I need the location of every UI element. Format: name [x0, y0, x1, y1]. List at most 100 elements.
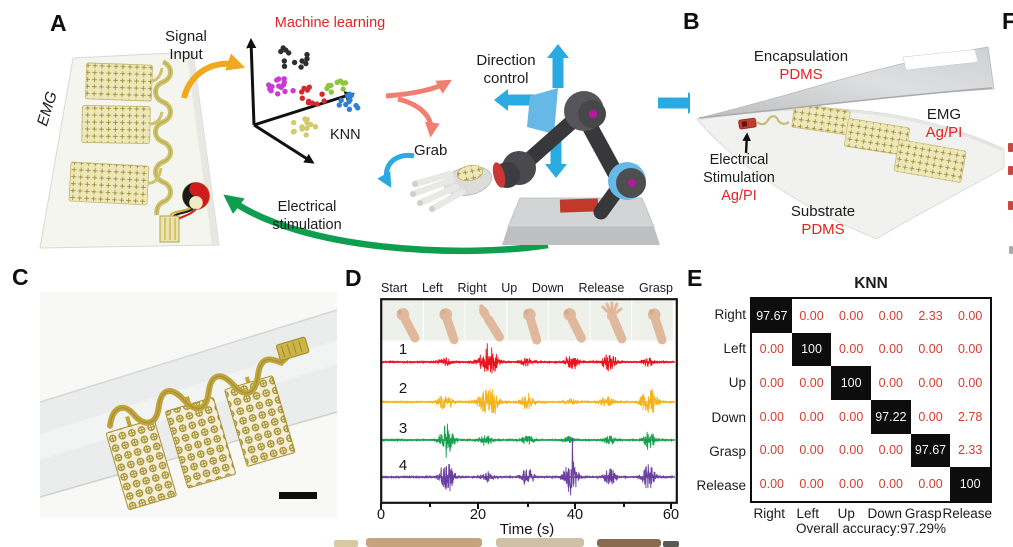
confusion-cell-right-up: 0.00 [831, 299, 871, 333]
electrical-stimulation-label: Electrical stimulation [272, 199, 342, 234]
direction-control-label: Direction control [476, 52, 536, 88]
confusion-cell-release-right: 0.00 [752, 467, 792, 501]
cm-col-label-release: Release [942, 506, 992, 521]
x-axis-label: Time (s) [499, 521, 555, 538]
gesture-photo-up [523, 308, 542, 345]
cm-col-label-left: Left [796, 506, 819, 521]
panel-e-label: E [687, 265, 703, 291]
signal-input-arrow [181, 53, 246, 99]
plot-border [380, 298, 678, 504]
confusion-matrix-row-labels: Right Left Up Down Grasp Release [680, 297, 746, 503]
emg-trace-ch2 [382, 388, 674, 415]
confusion-cell-up-down: 0.00 [871, 366, 911, 400]
cropped-panel-sliver [496, 538, 584, 547]
gesture-label-right: Right [457, 281, 487, 295]
confusion-cell-down-release: 2.78 [950, 400, 990, 434]
cm-row-label-grasp: Grasp [709, 443, 746, 459]
knn-label: KNN [330, 127, 361, 143]
scale-bar [279, 492, 317, 499]
left-arrow-icon [494, 89, 538, 111]
channel-number-2: 2 [398, 380, 408, 397]
confusion-cell-down-right: 0.00 [752, 400, 792, 434]
x-minor-tick-mark [429, 503, 431, 507]
cropped-panel-sliver [663, 541, 679, 547]
panel-f-label-cropped: F [1002, 8, 1013, 34]
up-arrow-icon [547, 44, 569, 88]
confusion-cell-grasp-right: 0.00 [752, 433, 792, 468]
stimulation-pointer-arrow [742, 132, 751, 154]
electrical-stimulation-layer-label: Electrical Stimulation Ag/PI [703, 152, 775, 205]
channel-number-3: 3 [398, 420, 408, 437]
gesture-photo-release [601, 301, 627, 344]
machine-learning-label: Machine learning [274, 15, 386, 31]
confusion-cell-down-left: 0.00 [791, 400, 832, 434]
confusion-matrix-title: KNN [854, 275, 888, 292]
cropped-panel-sliver [597, 539, 661, 547]
confusion-cell-grasp-left: 0.00 [791, 433, 832, 468]
confusion-matrix-col-labels: Right Left Up Down Grasp Release [750, 506, 992, 521]
emg-electrodes-illustration [756, 103, 967, 183]
confusion-cell-up-release: 0.00 [950, 366, 990, 400]
cm-row-label-up: Up [728, 375, 746, 391]
cropped-panel-f-fragment [1008, 143, 1013, 152]
scatter-cluster-khaki [290, 116, 319, 138]
x-tick-label: 20 [469, 507, 487, 523]
gesture-label-start: Start [381, 281, 408, 295]
x-minor-tick-mark [527, 503, 529, 507]
cm-row-label-left: Left [723, 340, 746, 356]
panel-b-illustration [696, 46, 1005, 240]
gesture-photo-grasp [647, 308, 667, 345]
stimulation-electrode-icon [182, 182, 210, 210]
cropped-panel-f-fragment [1008, 166, 1013, 175]
direction-control-arrow [385, 79, 452, 99]
panel-a-illustration [39, 37, 690, 255]
confusion-matrix: 97.67 0.00 0.00 0.00 2.33 0.00 0.00 100 0.00 0.00… [750, 297, 992, 503]
gold-mesh-device-illustration [105, 336, 310, 510]
confusion-cell-left-release: 0.00 [950, 332, 990, 367]
scatter-cluster-blue [336, 91, 361, 113]
emg-signal-plot [380, 298, 678, 504]
confusion-cell-release-left: 0.00 [791, 467, 832, 501]
emg-trace-ch1 [382, 343, 674, 374]
confusion-cell-left-left: 100 [791, 332, 832, 367]
x-tick-mark [574, 503, 576, 509]
gesture-label-down: Down [531, 281, 564, 295]
confusion-cell-release-release: 100 [950, 467, 990, 501]
device-photo [40, 292, 338, 518]
scatter-cluster-red [299, 84, 327, 107]
emg-waveforms [382, 343, 675, 496]
confusion-cell-up-left: 0.00 [791, 366, 832, 400]
emg-layer-label: EMG Ag/PI [925, 106, 963, 142]
cm-col-label-down: Down [867, 506, 902, 521]
encapsulation-layer-illustration [698, 46, 995, 119]
channel-number-4: 4 [398, 457, 408, 474]
gesture-photo-strip [382, 300, 673, 345]
cm-row-label-down: Down [711, 409, 746, 425]
scatter-cluster-magenta [266, 76, 296, 97]
gesture-label-grasp: Grasp [638, 281, 673, 295]
emg-trace-ch4 [382, 437, 674, 496]
x-tick-label: 40 [566, 507, 584, 523]
channel-number-1: 1 [398, 341, 408, 358]
x-tick-mark [380, 503, 382, 509]
substrate-label: Substrate PDMS [790, 203, 856, 239]
gesture-label-left: Left [422, 281, 443, 295]
x-tick-label: 0 [376, 507, 386, 523]
grab-arrow [397, 96, 440, 138]
confusion-cell-grasp-grasp: 97.67 [910, 433, 951, 468]
confusion-cell-up-up: 100 [831, 366, 871, 400]
cropped-panel-sliver [334, 540, 358, 547]
confusion-cell-right-right: 97.67 [752, 299, 792, 333]
knn-scatter-plot [246, 37, 361, 164]
signal-input-label: Signal Input [165, 28, 207, 64]
robot-arm-illustration [409, 44, 690, 245]
confusion-cell-right-left: 0.00 [791, 299, 832, 333]
cropped-panel-f-fragment [1008, 201, 1013, 210]
confusion-cell-up-right: 0.00 [752, 366, 792, 400]
confusion-cell-right-grasp: 2.33 [910, 299, 951, 333]
emg-trace-ch3 [382, 423, 674, 458]
encapsulation-label: Encapsulation PDMS [753, 48, 849, 84]
confusion-cell-left-right: 0.00 [752, 332, 792, 367]
panel-a-label: A [50, 10, 67, 36]
